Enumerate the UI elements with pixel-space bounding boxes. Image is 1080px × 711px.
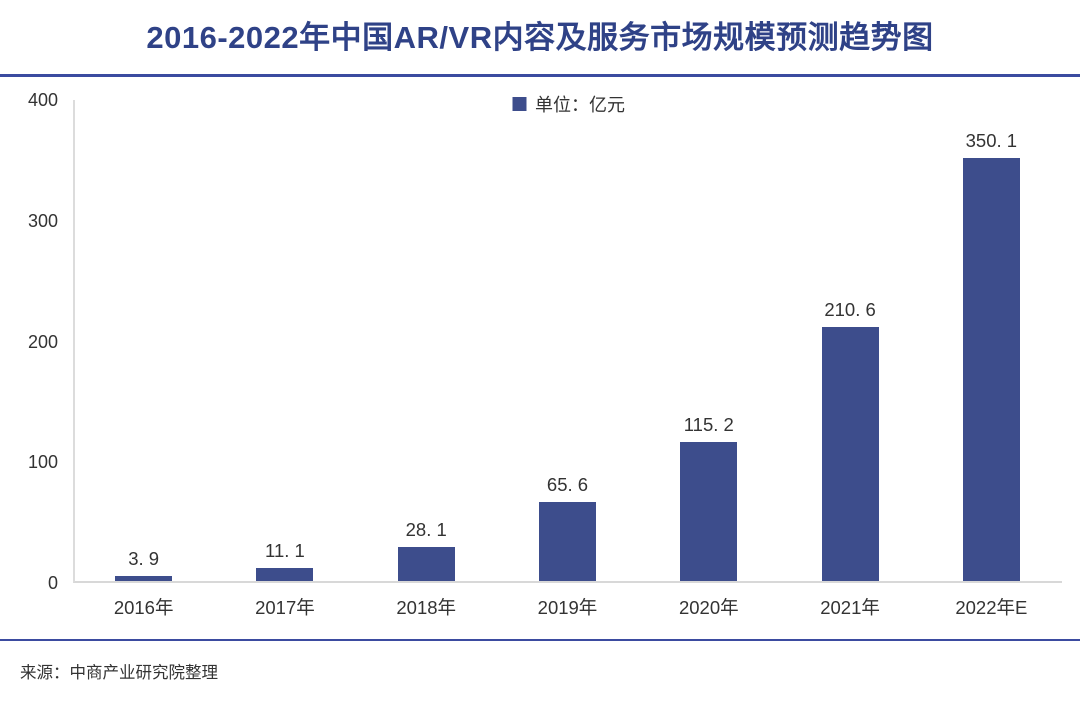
bar-2019年 [539, 501, 596, 581]
bar-value-label: 350. 1 [965, 130, 1018, 152]
chart-title: 2016-2022年中国AR/VR内容及服务市场规模预测趋势图 [146, 20, 934, 55]
legend-marker-icon [512, 97, 526, 111]
bar-value-label: 28. 1 [405, 519, 447, 541]
y-axis-tick: 400 [27, 90, 58, 110]
bar-value-label: 11. 1 [265, 539, 305, 561]
y-axis-tick: 0 [47, 573, 58, 593]
y-axis-tick: 100 [27, 452, 58, 473]
bar-value-label: 115. 2 [683, 413, 734, 435]
bar-2016年 [115, 576, 173, 581]
bar-value-label: 3. 9 [128, 548, 160, 570]
bar-2021年 [821, 326, 879, 581]
title-divider [0, 74, 1080, 77]
y-axis-tick: 200 [27, 331, 58, 352]
x-axis-label: 2022年E [955, 597, 1028, 618]
legend-label: 单位：亿元 [535, 95, 625, 115]
bar-2018年 [397, 547, 455, 581]
source-note: 来源：中商产业研究院整理 [20, 664, 218, 682]
footer-divider [0, 639, 1080, 641]
x-axis-label: 2017年 [255, 597, 315, 618]
bar-2017年 [256, 567, 314, 581]
bar-value-label: 65. 6 [546, 473, 589, 495]
bar-2022年E [962, 158, 1020, 581]
bar-2020年 [680, 441, 738, 581]
bar-value-label: 210. 6 [824, 298, 876, 320]
y-axis-tick: 300 [27, 210, 58, 231]
x-axis-label: 2016年 [113, 597, 174, 618]
x-axis-label: 2020年 [678, 597, 739, 618]
x-axis-label: 2019年 [537, 597, 598, 618]
legend: 单位：亿元 [512, 91, 625, 117]
x-axis-label: 2018年 [396, 597, 457, 618]
x-axis-label: 2021年 [820, 597, 880, 618]
plot-area: 单位：亿元 3. 9 11. 1 28. 1 65. 6 115. 2 210. 6 350… [73, 95, 1062, 583]
